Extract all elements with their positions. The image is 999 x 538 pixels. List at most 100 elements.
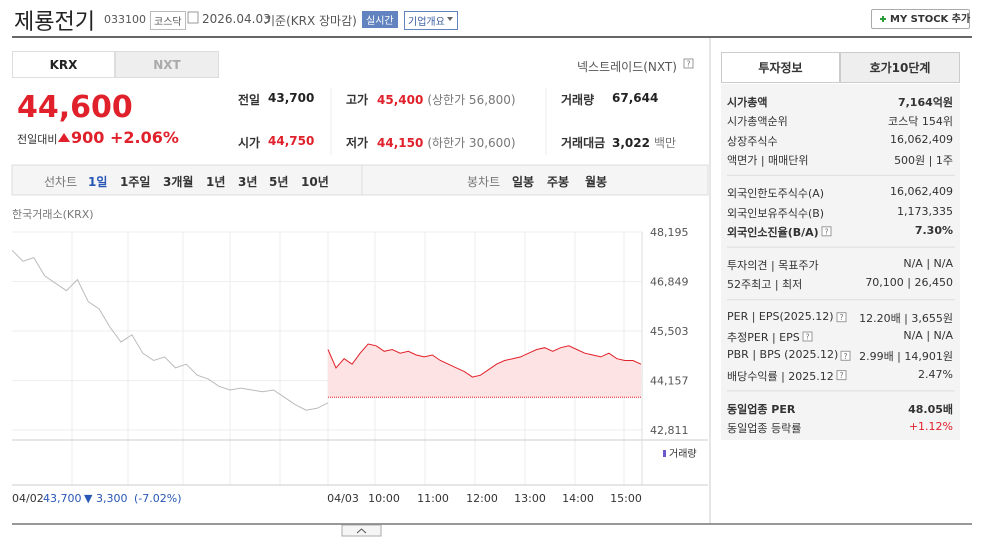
stat-label: 거래대금 bbox=[561, 136, 606, 150]
x-tick-label: 13:00 bbox=[514, 492, 546, 505]
info-value: 16,062,409 bbox=[890, 132, 953, 146]
stat-sub: (상한가 56,800) bbox=[427, 93, 516, 107]
up-arrow bbox=[58, 133, 70, 142]
stat-label: 시가 bbox=[238, 136, 261, 150]
change-value: 900 bbox=[71, 128, 105, 147]
stat-label: 전일 bbox=[238, 93, 261, 107]
info-label: 시가총액 bbox=[727, 96, 768, 109]
stat-label: 거래량 bbox=[561, 93, 595, 107]
market-tab[interactable]: NXT bbox=[115, 51, 219, 78]
info-label: 시가총액순위 bbox=[727, 115, 788, 129]
collapse-icon bbox=[356, 528, 367, 534]
x-tick-label: 04/03 bbox=[327, 492, 359, 505]
info-label: 외국인보유주식수(B) bbox=[727, 206, 825, 220]
period-button[interactable]: 1년 bbox=[206, 175, 226, 189]
stat-value: 44,750 bbox=[268, 134, 315, 148]
help-icon bbox=[821, 226, 832, 237]
calendar-icon bbox=[187, 11, 199, 24]
help-icon-mark: ? bbox=[843, 352, 847, 361]
volume-legend-swatch bbox=[663, 450, 666, 457]
candle-period-button[interactable]: 월봉 bbox=[585, 175, 608, 189]
company-overview[interactable]: 기업개요 bbox=[404, 11, 458, 30]
help-icon-mark: ? bbox=[805, 333, 809, 342]
current-price: 44,600 bbox=[17, 90, 133, 125]
candle-period-button[interactable]: 주봉 bbox=[547, 175, 570, 189]
price-line bbox=[327, 343, 642, 378]
stat-label: 저가 bbox=[346, 136, 369, 150]
info-label: 상장주식수 bbox=[727, 134, 778, 148]
stat-value: 3,022 bbox=[612, 136, 650, 150]
prev-close: 43,700 bbox=[43, 492, 82, 505]
chart-source: 한국거래소(KRX) bbox=[12, 208, 94, 221]
my-stock-button[interactable]: MY STOCK 추가 bbox=[871, 9, 970, 29]
help-icon bbox=[683, 58, 694, 69]
prev-change-rate: (-7.02%) bbox=[134, 492, 182, 505]
info-panel-bg bbox=[721, 84, 960, 440]
info-value: 코스닥 154위 bbox=[888, 115, 953, 129]
market-tab[interactable]: KRX bbox=[12, 51, 115, 78]
stat-cell: 45,400 (상한가 56,800) bbox=[377, 91, 516, 108]
info-label: 추정PER | EPS bbox=[727, 331, 800, 344]
stock-code: 033100 bbox=[104, 13, 146, 26]
y-tick-label: 44,157 bbox=[650, 375, 689, 388]
info-value: 2.99배 | 14,901원 bbox=[859, 350, 953, 364]
stat-cell: 3,022 백만 bbox=[612, 134, 676, 151]
stock-name: 제룡전기 bbox=[14, 10, 95, 35]
candle-chart-label: 봉차트 bbox=[467, 175, 501, 189]
period-button[interactable]: 5년 bbox=[269, 175, 289, 189]
collapse-button[interactable] bbox=[341, 524, 382, 537]
period-button[interactable]: 3개월 bbox=[163, 175, 194, 189]
prev-change: ▼ 3,300 bbox=[84, 492, 127, 505]
stat-cell: 44,150 (하한가 30,600) bbox=[377, 134, 516, 151]
help-icon-mark: ? bbox=[824, 227, 828, 236]
base-date: 2026.04.03 bbox=[202, 12, 271, 26]
stat-value: 67,644 bbox=[612, 91, 659, 105]
toolbar-bg bbox=[11, 164, 709, 196]
x-tick-label: 11:00 bbox=[417, 492, 449, 505]
info-value: +1.12% bbox=[908, 420, 953, 434]
stat-value: 44,150 bbox=[377, 136, 424, 150]
info-tab[interactable]: 호가10단계 bbox=[840, 52, 960, 83]
info-value: 12.20배 | 3,655원 bbox=[859, 311, 953, 325]
y-tick-label: 45,503 bbox=[650, 325, 689, 338]
info-label: PBR | BPS (2025.12) bbox=[727, 348, 839, 362]
info-value: 7,164억원 bbox=[897, 96, 953, 109]
line-chart-label: 선차트 bbox=[44, 175, 78, 189]
info-value: 48.05배 bbox=[908, 402, 953, 416]
period-button[interactable]: 10년 bbox=[301, 175, 329, 189]
help-icon-mark: ? bbox=[686, 60, 690, 69]
plus-icon bbox=[880, 16, 886, 22]
info-value: 16,062,409 bbox=[890, 185, 953, 199]
candle-period-button[interactable]: 일봉 bbox=[512, 175, 535, 189]
period-button[interactable]: 3년 bbox=[238, 175, 258, 189]
stat-value: 43,700 bbox=[268, 91, 315, 105]
info-label: 외국인소진율(B/A) bbox=[727, 225, 819, 239]
info-tab[interactable]: 투자정보 bbox=[721, 52, 840, 83]
realtime-badge[interactable]: 실시간 bbox=[362, 11, 398, 28]
x-tick-label: 12:00 bbox=[466, 492, 498, 505]
period-button[interactable]: 1주일 bbox=[120, 175, 151, 189]
base-basis: 기준(KRX 장마감) bbox=[264, 14, 357, 28]
stat-label: 고가 bbox=[346, 93, 369, 107]
info-value: 1,173,335 bbox=[897, 204, 953, 218]
help-icon bbox=[836, 312, 847, 323]
info-label: PER | EPS(2025.12) bbox=[727, 309, 834, 323]
stat-sub: (하한가 30,600) bbox=[427, 136, 516, 150]
y-tick-label: 42,811 bbox=[650, 424, 689, 437]
info-value: 70,100 | 26,450 bbox=[865, 276, 953, 290]
prev-date: 04/02 bbox=[12, 492, 44, 505]
market-badge: 코스닥 bbox=[150, 11, 186, 30]
help-icon bbox=[802, 331, 813, 342]
info-label: 동일업종 PER bbox=[727, 402, 796, 416]
help-icon bbox=[840, 350, 851, 361]
help-icon-mark: ? bbox=[839, 313, 843, 322]
stat-sub: 백만 bbox=[653, 136, 677, 150]
help-icon bbox=[836, 370, 847, 381]
info-label: 액면가 | 매매단위 bbox=[727, 153, 809, 167]
info-value: 2.47% bbox=[918, 367, 953, 381]
period-button[interactable]: 1일 bbox=[88, 175, 108, 189]
info-value: 500원 | 1주 bbox=[894, 153, 953, 167]
change-rate: +2.06% bbox=[110, 128, 179, 147]
info-value: N/A | N/A bbox=[903, 329, 953, 342]
